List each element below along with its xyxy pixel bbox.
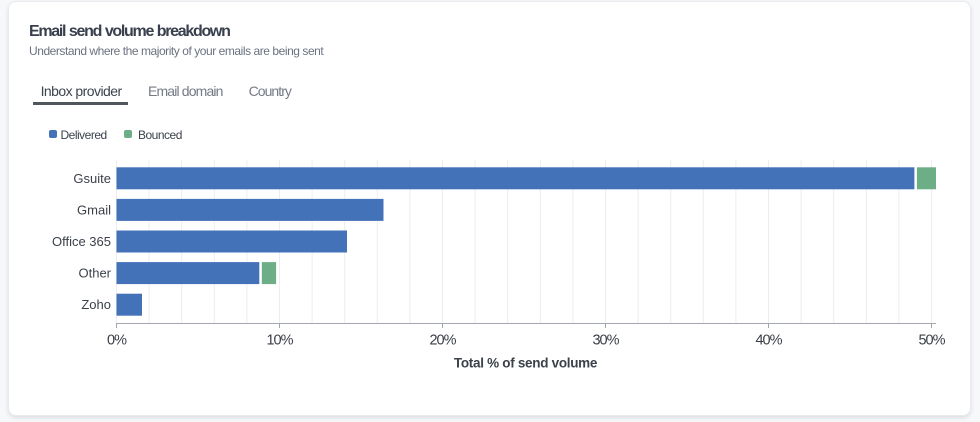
svg-text:Other: Other xyxy=(78,266,111,281)
svg-text:Gsuite: Gsuite xyxy=(73,171,111,186)
svg-text:40%: 40% xyxy=(755,333,782,349)
svg-text:Zoho: Zoho xyxy=(81,297,111,312)
svg-text:50%: 50% xyxy=(918,333,945,349)
svg-text:Gmail: Gmail xyxy=(77,202,111,217)
svg-text:10%: 10% xyxy=(266,333,293,349)
svg-text:0%: 0% xyxy=(107,333,127,349)
svg-text:Office 365: Office 365 xyxy=(52,234,111,249)
svg-text:30%: 30% xyxy=(592,333,619,349)
svg-text:20%: 20% xyxy=(429,333,456,349)
svg-text:Total % of send volume: Total % of send volume xyxy=(454,356,598,371)
